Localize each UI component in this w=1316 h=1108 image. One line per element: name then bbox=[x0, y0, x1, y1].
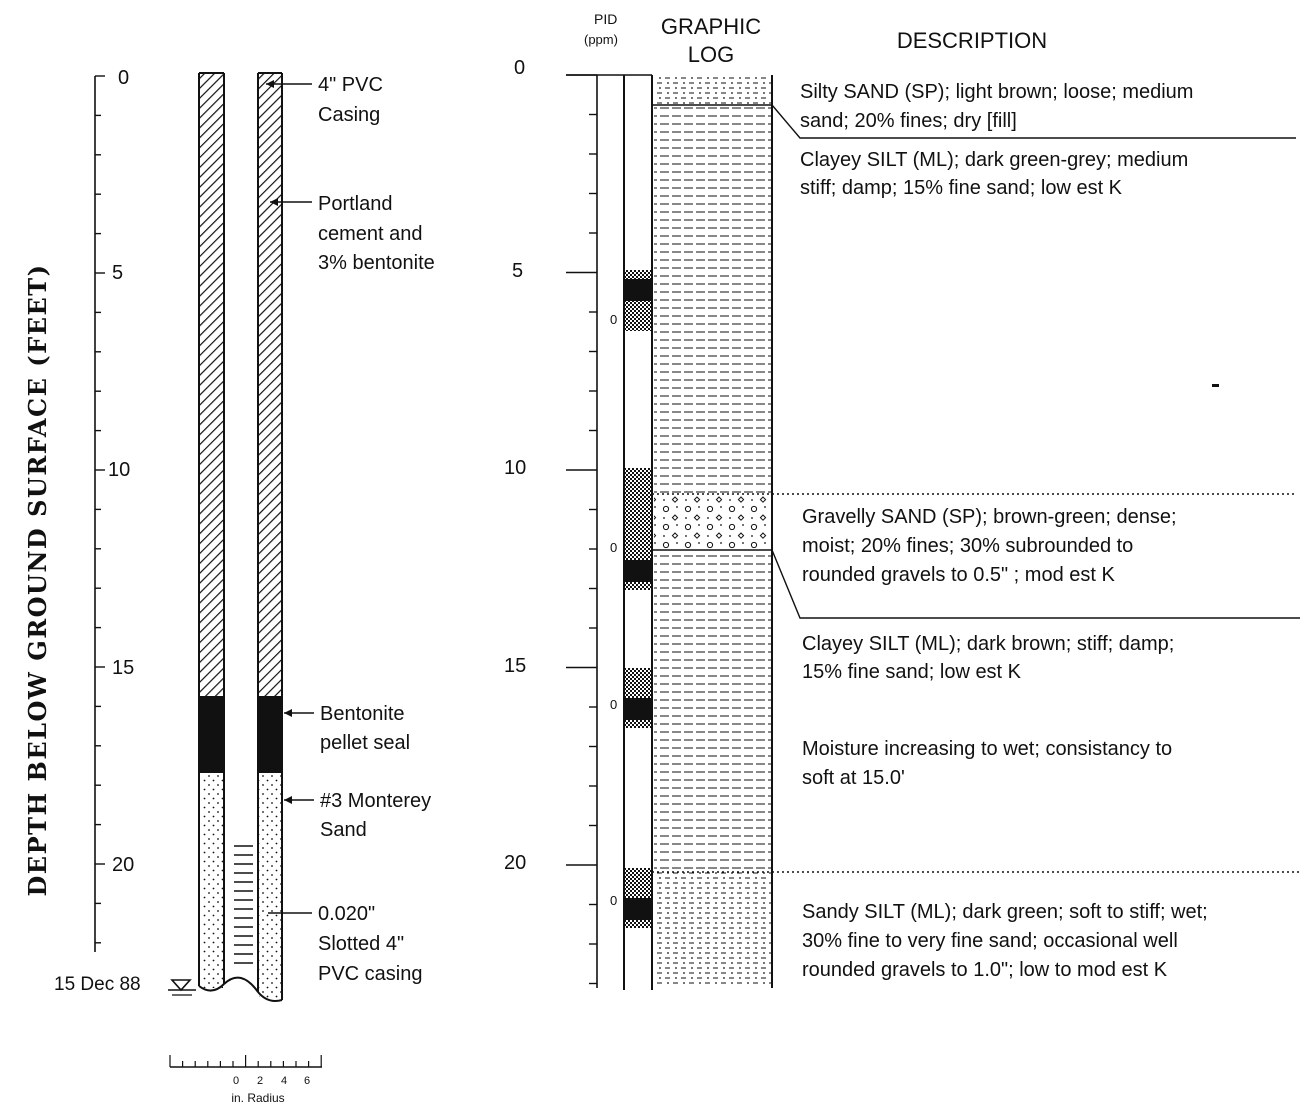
water-level-icon bbox=[168, 979, 196, 996]
well-label-grout: Portland cement and 3% bentonite bbox=[270, 193, 435, 274]
water-level-label: 15 Dec 88 bbox=[54, 974, 141, 995]
label-text: Casing bbox=[318, 104, 380, 126]
label-text: Sand bbox=[320, 819, 367, 841]
stray-mark bbox=[1212, 384, 1219, 387]
log-depth-tick-label: 10 bbox=[504, 457, 526, 479]
label-text: PVC casing bbox=[318, 963, 423, 985]
label-text: Slotted 4" bbox=[318, 933, 404, 955]
description-line: Gravelly SAND (SP); brown-green; dense; bbox=[802, 506, 1177, 528]
depth-tick-label: 0 bbox=[118, 67, 129, 89]
description-line: rounded gravels to 0.5" ; mod est K bbox=[802, 564, 1115, 586]
scale-tick-label: 0 bbox=[233, 1075, 239, 1087]
description-line: soft at 15.0' bbox=[802, 767, 905, 789]
description-line: 30% fine to very fine sand; occasional w… bbox=[802, 930, 1178, 952]
description-line: 15% fine sand; low est K bbox=[802, 661, 1022, 683]
scale-tick-label: 6 bbox=[304, 1075, 310, 1087]
label-text: 4" PVC bbox=[318, 74, 383, 96]
depth-tick-label: 10 bbox=[108, 459, 130, 481]
description-line: stiff; damp; 15% fine sand; low est K bbox=[800, 177, 1123, 199]
description-moisture-note: Moisture increasing to wet; consistancy … bbox=[802, 738, 1172, 789]
log-depth-tick-label: 5 bbox=[512, 260, 523, 282]
label-text: 0.020" bbox=[318, 903, 375, 925]
log-headers: PID (ppm) GRAPHIC LOG DESCRIPTION bbox=[584, 11, 1047, 67]
label-text: #3 Monterey bbox=[320, 790, 431, 812]
log-depth-axis: 0 5 10 15 20 bbox=[504, 57, 652, 988]
description-line: Silty SAND (SP); light brown; loose; med… bbox=[800, 81, 1193, 103]
label-text: pellet seal bbox=[320, 732, 410, 754]
pid-reading: 0 bbox=[610, 893, 617, 908]
description-gravelly-sand: Gravelly SAND (SP); brown-green; dense; … bbox=[802, 506, 1177, 586]
graphic-log-header: LOG bbox=[688, 42, 734, 67]
pid-reading: 0 bbox=[610, 697, 617, 712]
sample-column bbox=[623, 75, 653, 990]
vertical-title: DEPTH BELOW GROUND SURFACE (FEET) bbox=[23, 264, 52, 897]
well-label-screen: 0.020" Slotted 4" PVC casing bbox=[268, 903, 423, 985]
radius-scale-bar: 0 2 4 6 in. Radius bbox=[169, 1055, 322, 1105]
scale-tick-label: 2 bbox=[257, 1075, 263, 1087]
label-text: 3% bentonite bbox=[318, 252, 435, 274]
description-line: sand; 20% fines; dry [fill] bbox=[800, 110, 1017, 132]
label-text: cement and bbox=[318, 223, 423, 245]
pid-reading: 0 bbox=[610, 312, 617, 327]
log-depth-tick-label: 20 bbox=[504, 852, 526, 874]
pid-header: PID bbox=[594, 11, 617, 27]
depth-tick-label: 20 bbox=[112, 854, 134, 876]
description-line: Sandy SILT (ML); dark green; soft to sti… bbox=[802, 901, 1208, 923]
description-silty-sand: Silty SAND (SP); light brown; loose; med… bbox=[800, 81, 1193, 132]
graphic-log-column bbox=[652, 75, 773, 988]
depth-axis: 0 5 10 15 20 bbox=[94, 67, 134, 952]
pid-header-unit: (ppm) bbox=[584, 32, 618, 47]
well-label-sand-pack: #3 Monterey Sand bbox=[284, 790, 431, 841]
description-line: rounded gravels to 1.0"; low to mod est … bbox=[802, 959, 1168, 981]
label-text: Portland bbox=[318, 193, 393, 215]
log-depth-tick-label: 15 bbox=[504, 655, 526, 677]
well-diagram bbox=[198, 72, 283, 1002]
description-line: Moisture increasing to wet; consistancy … bbox=[802, 738, 1172, 760]
well-label-casing: 4" PVC Casing bbox=[266, 74, 383, 126]
description-line: moist; 20% fines; 30% subrounded to bbox=[802, 535, 1133, 557]
depth-tick-label: 15 bbox=[112, 657, 134, 679]
scale-tick-label: 4 bbox=[281, 1075, 287, 1087]
graphic-log-header: GRAPHIC bbox=[661, 14, 761, 39]
description-sandy-silt: Sandy SILT (ML); dark green; soft to sti… bbox=[802, 901, 1208, 981]
scale-label: in. Radius bbox=[231, 1091, 284, 1105]
description-clayey-silt-upper: Clayey SILT (ML); dark green-grey; mediu… bbox=[800, 149, 1188, 199]
description-line: Clayey SILT (ML); dark green-grey; mediu… bbox=[800, 149, 1188, 171]
description-clayey-silt-lower: Clayey SILT (ML); dark brown; stiff; dam… bbox=[802, 633, 1174, 683]
description-header: DESCRIPTION bbox=[897, 28, 1047, 53]
label-text: Bentonite bbox=[320, 703, 405, 725]
pid-reading: 0 bbox=[610, 540, 617, 555]
description-line: Clayey SILT (ML); dark brown; stiff; dam… bbox=[802, 633, 1174, 655]
log-depth-tick-label: 0 bbox=[514, 57, 525, 79]
contact-lines bbox=[771, 104, 1300, 873]
well-label-bentonite: Bentonite pellet seal bbox=[284, 703, 410, 754]
depth-tick-label: 5 bbox=[112, 262, 123, 284]
